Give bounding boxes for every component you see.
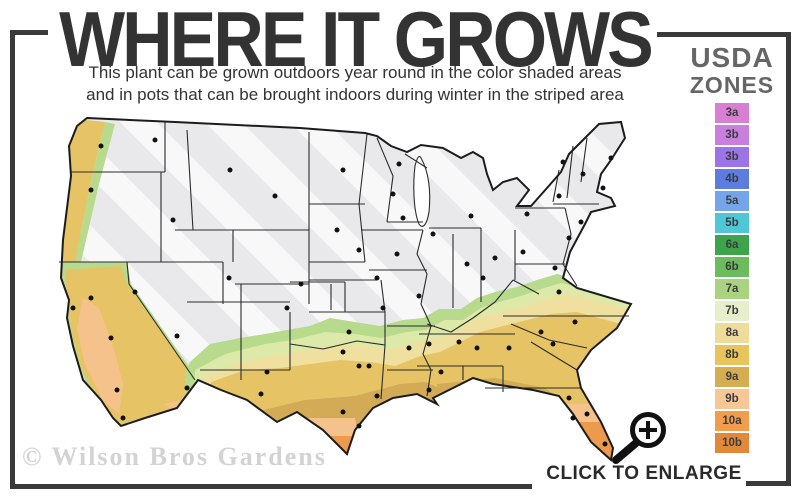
zone-swatch: 7b <box>715 301 749 321</box>
zone-swatch: 3a <box>715 103 749 123</box>
subtitle-line-1: This plant can be grown outdoors year ro… <box>88 63 622 82</box>
city-dots <box>70 137 614 447</box>
zone-swatch: 6b <box>715 257 749 277</box>
zone-swatch: 9a <box>715 367 749 387</box>
zone-swatch: 4b <box>715 169 749 189</box>
zone-swatch: 3b <box>715 125 749 145</box>
zone-swatch: 8a <box>715 323 749 343</box>
frame-top-left-segment <box>10 30 48 35</box>
zone-swatch: 5b <box>715 213 749 233</box>
state-borders <box>59 122 629 400</box>
legend-title-zones: ZONES <box>689 72 775 98</box>
page-title: WHERE IT GROWS <box>59 0 654 84</box>
zone-swatch: 8b <box>715 345 749 365</box>
subtitle-line-2: and in pots that can be brought indoors … <box>86 85 624 104</box>
legend-title-usda: USDA <box>690 42 774 73</box>
watermark: © Wilson Bros Gardens <box>22 442 327 471</box>
magnifier-plus-icon[interactable] <box>598 396 672 468</box>
frame-top-right-segment <box>657 32 791 37</box>
us-map[interactable] <box>25 112 655 467</box>
frame-right-border <box>786 32 791 486</box>
frame-bottom-right-segment <box>746 481 791 486</box>
zone-swatch: 6a <box>715 235 749 255</box>
frame-left-border <box>10 30 15 489</box>
usda-zone-legend: 3a 3b 3b 4b 5a 5b 6a 6b 7a 7b 8a 8b 9a 9b 10a 10b <box>715 103 749 455</box>
zone-swatch: 3b <box>715 147 749 167</box>
zone-swatch: 5a <box>715 191 749 211</box>
frame-bottom-border <box>10 484 532 489</box>
zone-swatch: 10a <box>715 411 749 431</box>
zone-swatch: 10b <box>715 433 749 453</box>
zone-swatch: 9b <box>715 389 749 409</box>
click-to-enlarge-button[interactable]: CLICK TO ENLARGE <box>546 463 742 484</box>
lake-michigan <box>413 155 431 227</box>
zone-swatch: 7a <box>715 279 749 299</box>
